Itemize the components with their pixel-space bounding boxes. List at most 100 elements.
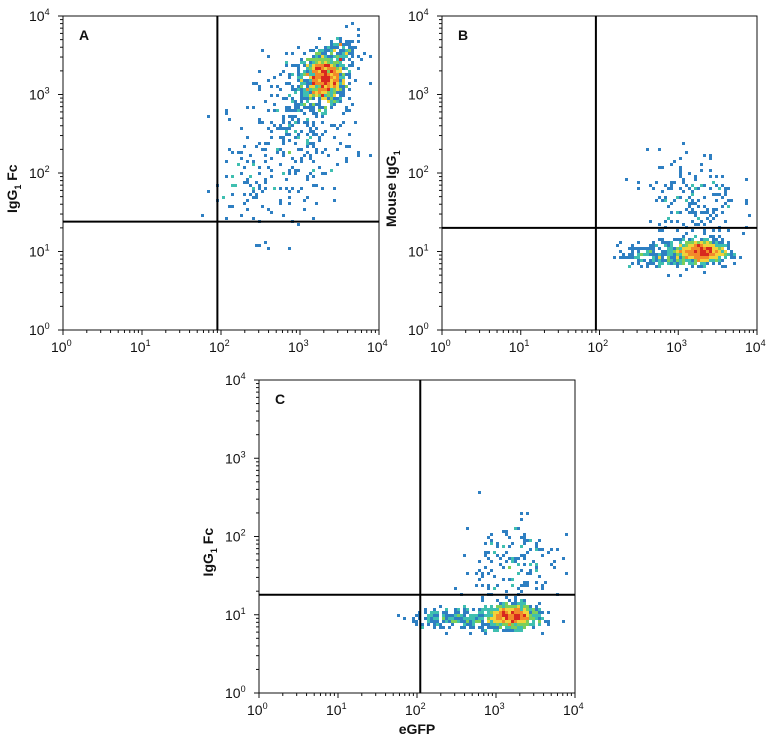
event-point: [691, 238, 694, 241]
event-point: [258, 85, 261, 88]
event-point: [309, 94, 312, 97]
event-point: [511, 608, 514, 611]
event-point: [715, 244, 718, 247]
event-point: [562, 620, 565, 623]
event-point: [703, 229, 706, 232]
event-point: [309, 70, 312, 73]
event-point: [688, 238, 691, 241]
event-point: [330, 67, 333, 70]
event-point: [661, 166, 664, 169]
event-point: [321, 79, 324, 82]
event-point: [700, 169, 703, 172]
event-point: [285, 178, 288, 181]
event-point: [324, 64, 327, 67]
event-point: [640, 253, 643, 256]
event-point: [258, 244, 261, 247]
event-point: [324, 58, 327, 61]
event-point: [327, 55, 330, 58]
event-point: [460, 620, 463, 623]
event-point: [721, 244, 724, 247]
event-point: [688, 196, 691, 199]
event-point: [700, 250, 703, 253]
event-point: [679, 244, 682, 247]
event-point: [445, 632, 448, 635]
event-point: [487, 611, 490, 614]
event-point: [270, 121, 273, 124]
event-point: [273, 76, 276, 79]
event-point: [733, 253, 736, 256]
event-point: [312, 130, 315, 133]
event-point: [511, 617, 514, 620]
event-point: [255, 196, 258, 199]
event-point: [745, 202, 748, 205]
event-point: [318, 106, 321, 109]
event-point: [478, 617, 481, 620]
event-point: [730, 199, 733, 202]
event-point: [318, 94, 321, 97]
event-point: [637, 250, 640, 253]
event-point: [306, 124, 309, 127]
event-point: [240, 214, 243, 217]
event-point: [712, 244, 715, 247]
event-point: [526, 584, 529, 587]
event-point: [348, 88, 351, 91]
event-point: [511, 620, 514, 623]
event-point: [303, 88, 306, 91]
event-point: [297, 109, 300, 112]
event-point: [703, 253, 706, 256]
event-point: [318, 91, 321, 94]
event-point: [688, 247, 691, 250]
event-point: [640, 265, 643, 268]
event-point: [330, 73, 333, 76]
event-point: [255, 193, 258, 196]
event-point: [535, 569, 538, 572]
event-point: [667, 250, 670, 253]
event-point: [348, 70, 351, 73]
event-point: [673, 256, 676, 259]
event-point: [315, 103, 318, 106]
event-point: [526, 614, 529, 617]
event-point: [327, 94, 330, 97]
event-point: [348, 52, 351, 55]
event-point: [312, 58, 315, 61]
x-tick-label: 101: [509, 338, 530, 355]
event-point: [348, 145, 351, 148]
event-point: [433, 614, 436, 617]
event-point: [457, 611, 460, 614]
event-point: [712, 262, 715, 265]
event-point: [697, 241, 700, 244]
event-point: [505, 533, 508, 536]
event-point: [517, 614, 520, 617]
event-point: [276, 127, 279, 130]
event-point: [505, 611, 508, 614]
event-point: [342, 73, 345, 76]
event-point: [445, 614, 448, 617]
event-point: [733, 262, 736, 265]
event-point: [469, 623, 472, 626]
event-point: [264, 241, 267, 244]
event-point: [652, 244, 655, 247]
event-point: [535, 617, 538, 620]
event-point: [339, 52, 342, 55]
event-point: [300, 88, 303, 91]
event-point: [300, 103, 303, 106]
event-point: [709, 214, 712, 217]
event-point: [529, 608, 532, 611]
event-point: [661, 199, 664, 202]
event-point: [523, 539, 526, 542]
event-point: [300, 73, 303, 76]
event-point: [493, 629, 496, 632]
event-point: [721, 253, 724, 256]
event-point: [297, 76, 300, 79]
event-point: [721, 211, 724, 214]
event-point: [484, 608, 487, 611]
event-point: [285, 52, 288, 55]
event-point: [264, 148, 267, 151]
x-tick-label: 103: [288, 338, 309, 355]
event-point: [312, 97, 315, 100]
event-point: [676, 253, 679, 256]
event-point: [342, 64, 345, 67]
event-point: [342, 112, 345, 115]
event-point: [511, 611, 514, 614]
event-point: [321, 52, 324, 55]
